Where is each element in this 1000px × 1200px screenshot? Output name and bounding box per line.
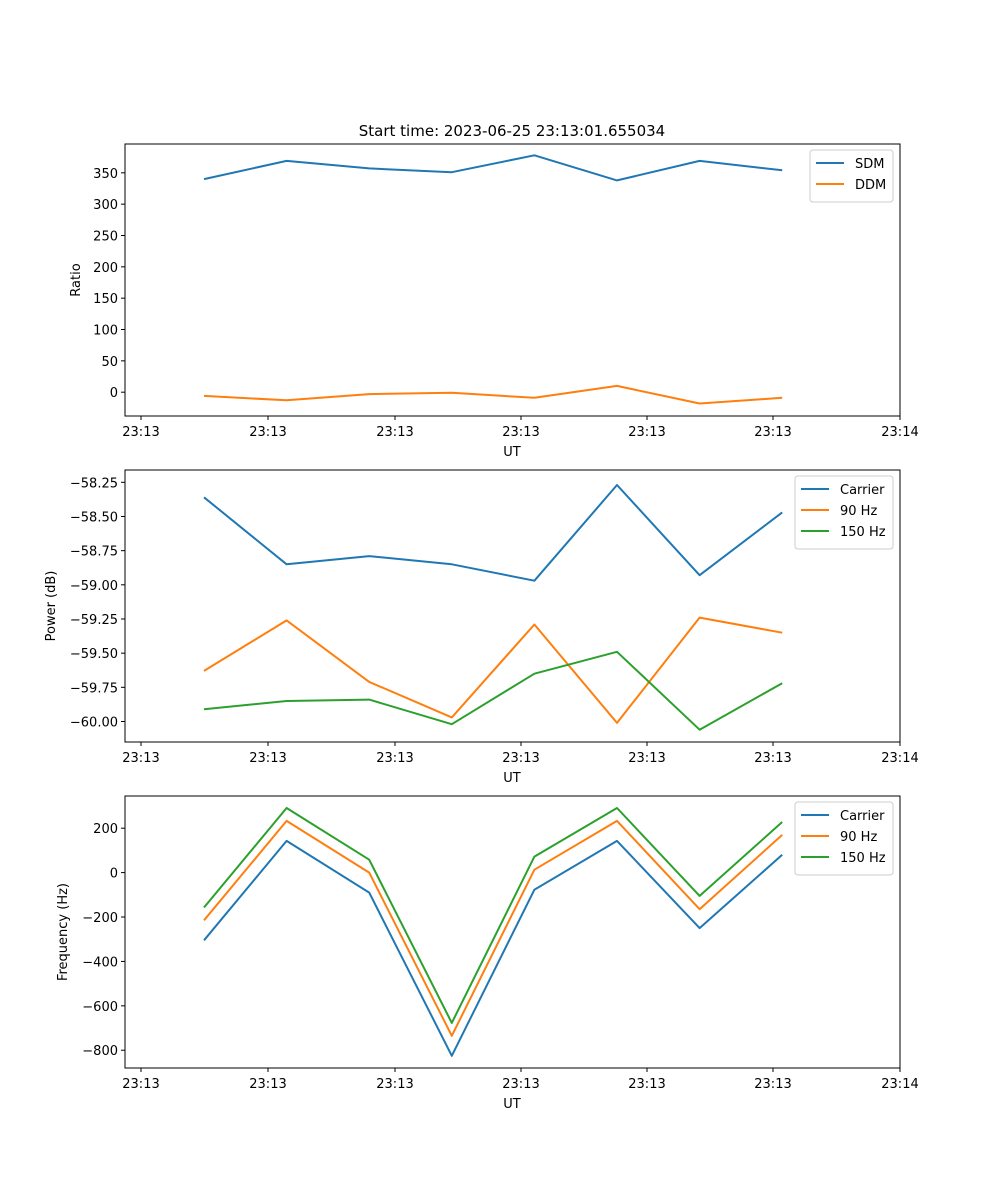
x-axis-label: UT bbox=[503, 771, 521, 786]
subplot-1: 23:13 23:13 23:13 23:13 23:13 23:13 23:14 0 50 10… bbox=[69, 143, 919, 460]
legend-entry: DDM bbox=[855, 178, 886, 193]
legend-entry: 150 Hz bbox=[840, 851, 886, 866]
series-line-2 bbox=[203, 819, 783, 1037]
x-tick-label: 23:13 bbox=[376, 751, 413, 766]
legend-entry: Carrier bbox=[840, 483, 885, 498]
series-line-1 bbox=[203, 484, 783, 582]
x-tick-label: 23:13 bbox=[628, 751, 665, 766]
subplots: 23:13 23:13 23:13 23:13 23:13 23:13 23:14 0 50 10… bbox=[44, 143, 919, 1112]
series-line-1 bbox=[203, 839, 783, 1057]
axes-frame bbox=[124, 469, 901, 743]
y-tick-label: 250 bbox=[93, 230, 118, 245]
y-tick-label: −58.75 bbox=[70, 545, 118, 560]
x-tick-label: 23:13 bbox=[249, 1077, 286, 1092]
series-line-2 bbox=[203, 616, 783, 724]
x-axis-label: UT bbox=[503, 1097, 521, 1112]
x-tick-label: 23:13 bbox=[754, 751, 791, 766]
subplot-3: 23:13 23:13 23:13 23:13 23:13 23:13 23:14 −800 −… bbox=[56, 795, 919, 1112]
y-tick-label: −58.25 bbox=[70, 476, 118, 491]
x-tick-label: 23:14 bbox=[881, 425, 918, 440]
y-tick-label: −800 bbox=[82, 1044, 118, 1059]
legend-entry: 150 Hz bbox=[840, 525, 886, 540]
y-axis-label: Power (dB) bbox=[44, 571, 59, 642]
x-tick-label: 23:13 bbox=[754, 425, 791, 440]
x-tick-label: 23:13 bbox=[122, 751, 159, 766]
y-tick-label: 0 bbox=[110, 867, 118, 882]
y-tick-label: 150 bbox=[93, 292, 118, 307]
x-tick-label: 23:13 bbox=[628, 1077, 665, 1092]
figure-title: Start time: 2023-06-25 23:13:01.655034 bbox=[359, 122, 665, 140]
axes-frame bbox=[124, 143, 901, 417]
y-tick-label: 200 bbox=[93, 261, 118, 276]
y-tick-label: 300 bbox=[93, 198, 118, 213]
y-axis-label: Frequency (Hz) bbox=[56, 883, 71, 981]
y-tick-label: −600 bbox=[82, 1000, 118, 1015]
y-tick-label: −60.00 bbox=[70, 715, 118, 730]
x-tick-label: 23:13 bbox=[249, 751, 286, 766]
y-tick-label: −400 bbox=[82, 955, 118, 970]
series-line-1 bbox=[203, 154, 783, 182]
series-line-3 bbox=[203, 650, 783, 731]
x-tick-label: 23:13 bbox=[754, 1077, 791, 1092]
x-tick-label: 23:13 bbox=[376, 1077, 413, 1092]
y-tick-label: −59.75 bbox=[70, 681, 118, 696]
legend-entry: SDM bbox=[855, 157, 884, 172]
x-tick-label: 23:14 bbox=[881, 1077, 918, 1092]
y-axis-label: Ratio bbox=[69, 263, 84, 296]
y-tick-label: −200 bbox=[82, 911, 118, 926]
y-tick-label: 100 bbox=[93, 324, 118, 339]
y-tick-label: 200 bbox=[93, 822, 118, 837]
x-tick-label: 23:13 bbox=[502, 425, 539, 440]
x-tick-label: 23:13 bbox=[122, 425, 159, 440]
legend-entry: Carrier bbox=[840, 809, 885, 824]
x-tick-label: 23:14 bbox=[881, 751, 918, 766]
x-tick-label: 23:13 bbox=[122, 1077, 159, 1092]
x-tick-label: 23:13 bbox=[376, 425, 413, 440]
series-line-3 bbox=[203, 807, 783, 1024]
y-tick-label: −59.50 bbox=[70, 647, 118, 662]
y-tick-label: −59.25 bbox=[70, 613, 118, 628]
y-tick-label: −58.50 bbox=[70, 510, 118, 525]
x-tick-label: 23:13 bbox=[502, 751, 539, 766]
x-tick-label: 23:13 bbox=[628, 425, 665, 440]
subplot-2: 23:13 23:13 23:13 23:13 23:13 23:13 23:14 −60.0… bbox=[44, 469, 919, 786]
series-line-2 bbox=[203, 384, 783, 405]
y-tick-label: −59.00 bbox=[70, 579, 118, 594]
y-tick-label: 350 bbox=[93, 167, 118, 182]
y-tick-label: 0 bbox=[110, 386, 118, 401]
x-tick-label: 23:13 bbox=[502, 1077, 539, 1092]
legend-entry: 90 Hz bbox=[840, 504, 877, 519]
y-tick-label: 50 bbox=[101, 355, 118, 370]
x-axis-label: UT bbox=[503, 445, 521, 460]
legend-entry: 90 Hz bbox=[840, 830, 877, 845]
axes-frame bbox=[124, 795, 901, 1069]
x-tick-label: 23:13 bbox=[249, 425, 286, 440]
